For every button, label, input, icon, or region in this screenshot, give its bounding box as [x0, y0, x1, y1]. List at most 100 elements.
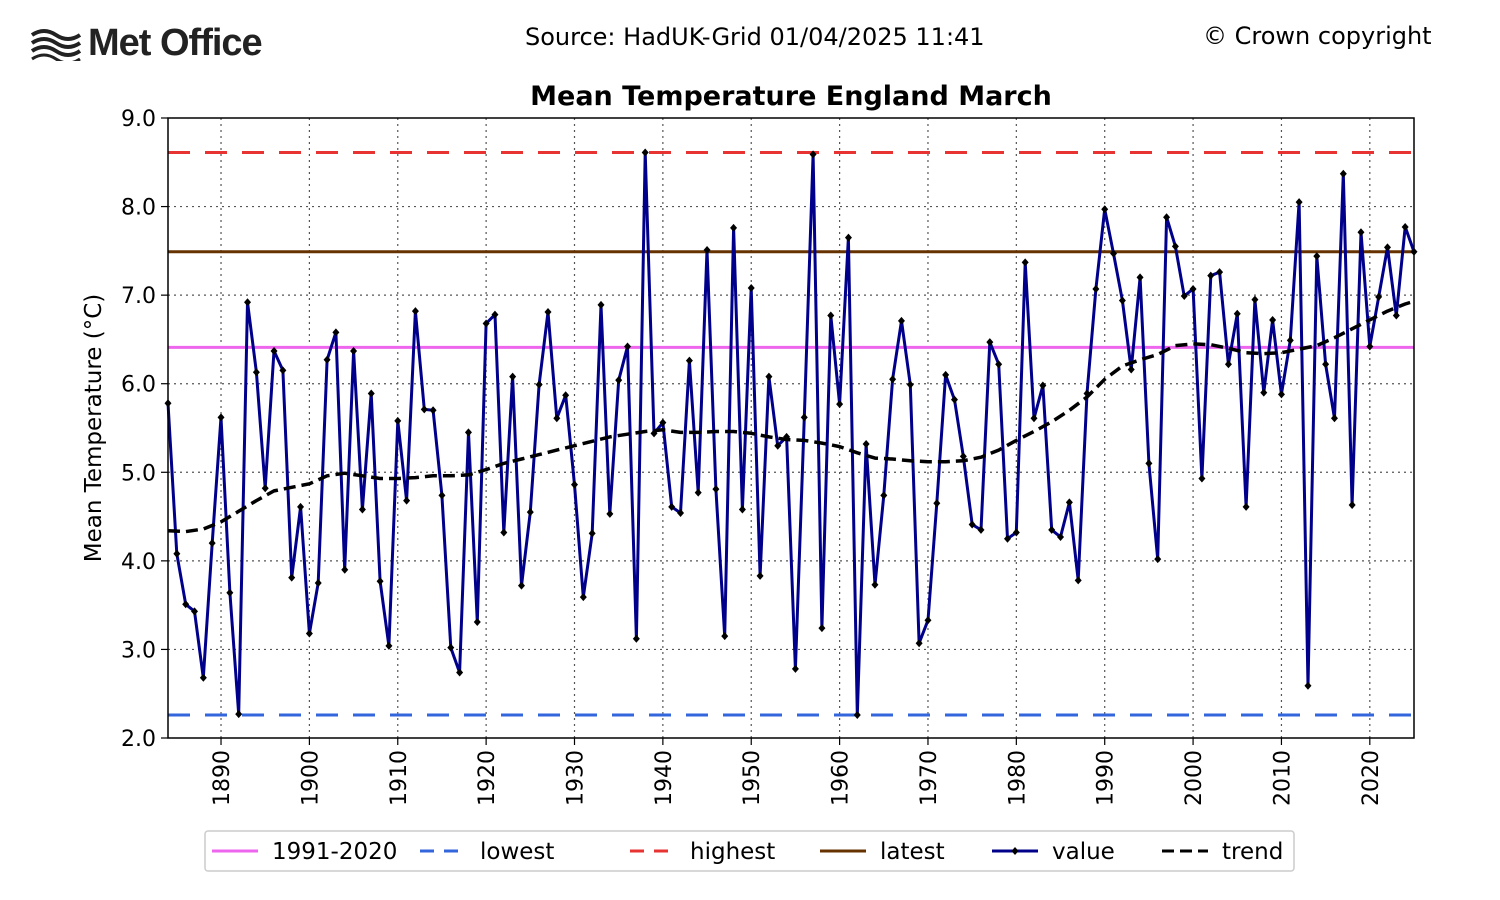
value-point	[500, 528, 508, 537]
x-tick-label: 2000	[1182, 750, 1207, 806]
value-point	[358, 505, 366, 514]
value-point	[438, 491, 446, 500]
x-tick-label: 2010	[1270, 750, 1295, 806]
value-point	[305, 629, 313, 638]
value-point	[1216, 268, 1224, 277]
x-tick-label: 1990	[1094, 750, 1119, 806]
x-tick-label: 1950	[740, 750, 765, 806]
reference-lines	[168, 151, 1414, 717]
value-point	[1030, 414, 1038, 423]
value-point	[1048, 525, 1056, 534]
value-point	[579, 593, 587, 602]
value-point	[332, 328, 340, 337]
value-point	[1039, 381, 1047, 390]
value-point	[1004, 534, 1012, 543]
value-point	[791, 664, 799, 673]
value-point	[668, 502, 676, 511]
value-point	[297, 502, 305, 511]
legend-latest-label: latest	[880, 839, 945, 865]
value-point	[517, 581, 525, 590]
value-point	[208, 539, 216, 548]
value-point	[1233, 309, 1241, 318]
value-point	[1163, 213, 1171, 222]
value-point	[712, 485, 720, 494]
value-point	[235, 710, 243, 719]
value-point	[871, 580, 879, 589]
y-tick-label: 2.0	[121, 727, 156, 752]
value-point	[597, 300, 605, 309]
value-point	[1269, 315, 1277, 324]
legend-value-label: value	[1052, 839, 1115, 865]
value-point	[800, 413, 808, 422]
value-point	[606, 509, 614, 518]
value-point	[1127, 365, 1135, 374]
value-point	[1339, 169, 1347, 178]
value-point	[1224, 360, 1232, 369]
logo-text: Met Office	[88, 22, 263, 64]
x-tick-label: 1920	[475, 750, 500, 806]
value-point	[429, 406, 437, 415]
y-tick-label: 4.0	[121, 550, 156, 575]
value-point	[844, 233, 852, 242]
value-point	[1118, 296, 1126, 305]
value-point	[447, 643, 455, 652]
legend-box	[204, 830, 1295, 872]
legend-lowest-label: lowest	[480, 839, 554, 865]
value-point	[977, 525, 985, 534]
value-point	[1357, 228, 1365, 237]
value-point	[544, 307, 552, 316]
value-point	[1330, 414, 1338, 423]
value-point	[694, 488, 702, 497]
y-tick-label: 3.0	[121, 638, 156, 663]
value-point	[341, 565, 349, 574]
value-point	[226, 588, 234, 597]
value-point	[279, 366, 287, 375]
value-point	[1304, 681, 1312, 690]
value-point	[562, 391, 570, 400]
value-point	[385, 641, 393, 650]
value-point	[1313, 252, 1321, 261]
x-tick-label: 1890	[210, 750, 235, 806]
value-point	[1180, 292, 1188, 301]
value-point	[473, 617, 481, 626]
value-point	[730, 223, 738, 232]
copyright-text: © Crown copyright	[1203, 22, 1432, 50]
value-point	[933, 499, 941, 508]
value-point	[986, 338, 994, 347]
value-point	[323, 355, 331, 364]
plot-frame	[167, 117, 1415, 739]
value-point	[624, 342, 632, 351]
value-point	[252, 368, 260, 377]
value-point	[1401, 222, 1409, 231]
value-point	[588, 529, 596, 538]
value-point	[889, 375, 897, 384]
value-point	[1189, 284, 1197, 293]
value-point	[968, 520, 976, 529]
value-point	[809, 150, 817, 159]
value-point	[1251, 295, 1259, 304]
value-point	[942, 370, 950, 379]
value-point	[897, 316, 905, 325]
value-point	[677, 509, 685, 518]
value-point	[1383, 243, 1391, 252]
x-tick-label: 1970	[917, 750, 942, 806]
x-tick-label: 1910	[387, 750, 412, 806]
value-point	[1207, 271, 1215, 280]
value-point	[906, 380, 914, 389]
value-point	[509, 372, 517, 381]
value-point	[367, 389, 375, 398]
x-tick-label: 1900	[298, 750, 323, 806]
value-point	[403, 496, 411, 505]
axes: 2.0 3.0 4.0 5.0 6.0 7.0 8.0 9.0 1890 1900 1910 1920…	[121, 107, 1384, 806]
value-point	[765, 372, 773, 381]
value-point	[853, 710, 861, 719]
value-point	[270, 346, 278, 355]
x-tick-label: 1980	[1005, 750, 1030, 806]
series-layer	[164, 148, 1418, 719]
y-tick-label: 5.0	[121, 461, 156, 486]
value-point	[1260, 388, 1268, 397]
value-point	[1198, 474, 1206, 483]
wave-logo-icon	[30, 28, 82, 61]
value-point	[535, 380, 543, 389]
